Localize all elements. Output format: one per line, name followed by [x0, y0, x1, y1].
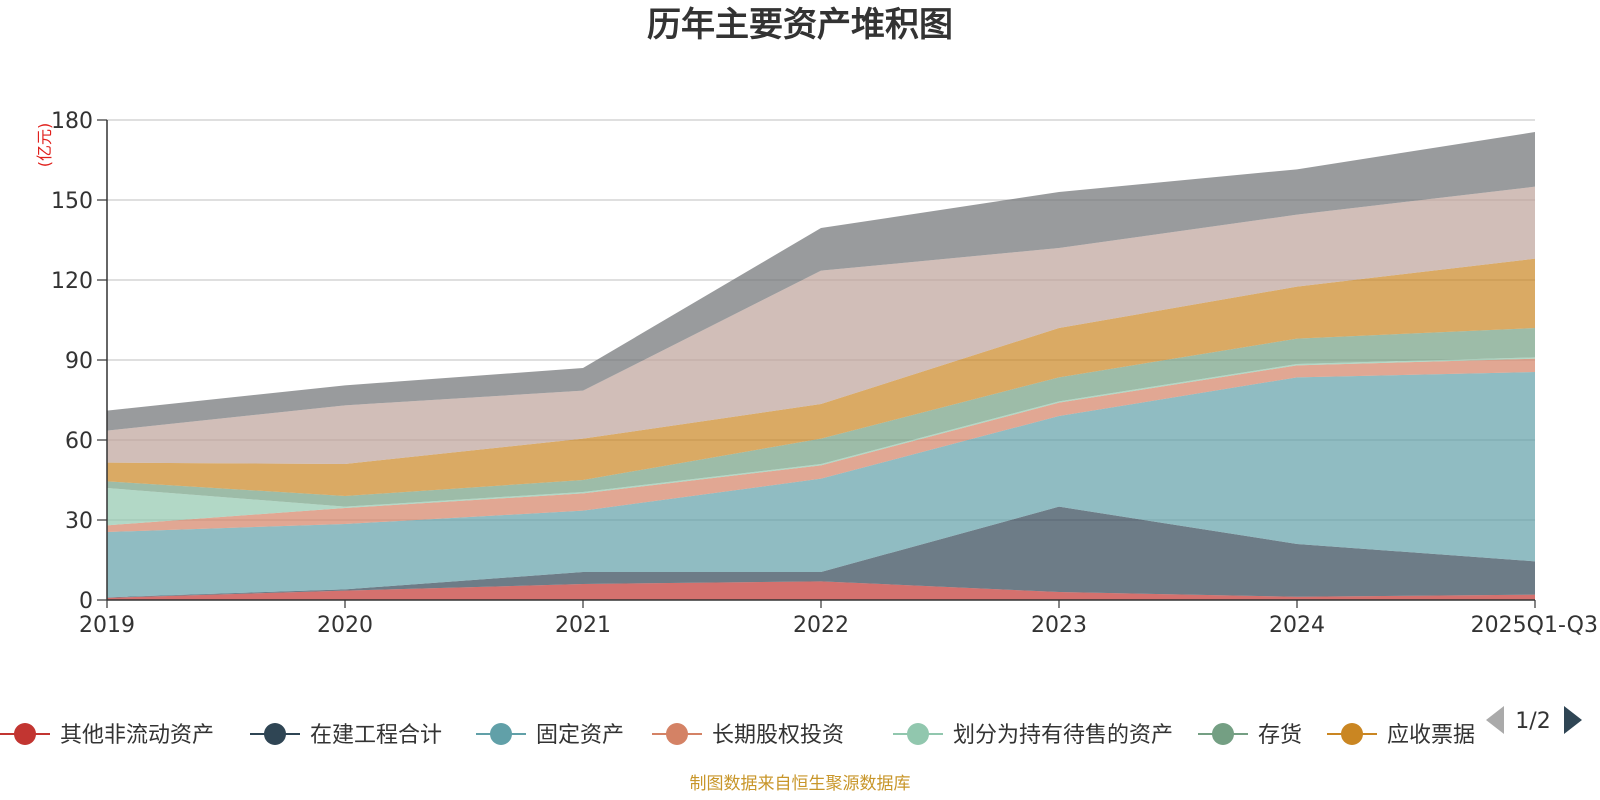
x-tick-label: 2025Q1-Q3 [1471, 613, 1598, 638]
legend-label: 应收票据 [1387, 723, 1475, 748]
legend-label: 存货 [1258, 723, 1302, 748]
legend-page-indicator: 1/2 [1515, 709, 1550, 734]
chart-title: 历年主要资产堆积图 [647, 5, 953, 45]
legend-item[interactable]: 长期股权投资 [652, 723, 844, 748]
area-series [107, 186, 1535, 464]
legend-marker [666, 723, 688, 745]
legend-next-page-icon[interactable] [1564, 706, 1582, 734]
legend-item[interactable]: 固定资产 [476, 723, 624, 748]
legend-label: 划分为持有待售的资产 [953, 723, 1173, 748]
legend-marker [1341, 723, 1363, 745]
legend-prev-page-icon[interactable] [1486, 706, 1504, 734]
legend-pager: 1/2 [1486, 706, 1582, 734]
y-tick-label: 60 [65, 429, 93, 454]
x-tick-label: 2022 [793, 613, 849, 638]
y-tick-label: 0 [79, 589, 93, 614]
area-series [107, 372, 1535, 598]
legend-marker [264, 723, 286, 745]
x-tick-label: 2020 [317, 613, 373, 638]
area-series [107, 258, 1535, 496]
legend-item[interactable]: 在建工程合计 [250, 723, 442, 748]
legend: 其他非流动资产 在建工程合计 固定资产 长期股权投资 划分为持有待售的资产 存货 应收票据 [0, 723, 1475, 748]
legend-label: 其他非流动资产 [60, 723, 214, 748]
legend-item[interactable]: 其他非流动资产 [0, 723, 214, 748]
x-tick-label: 2024 [1269, 613, 1325, 638]
legend-item[interactable]: 应收票据 [1327, 723, 1475, 748]
legend-marker [490, 723, 512, 745]
y-axis-tick-labels: 0 30 60 90 120 150 180 [51, 109, 93, 614]
legend-item[interactable]: 存货 [1198, 723, 1302, 748]
legend-label: 在建工程合计 [310, 723, 442, 748]
y-tick-label: 150 [51, 189, 93, 214]
x-tick-label: 2021 [555, 613, 611, 638]
area-series [107, 357, 1535, 526]
legend-marker [14, 723, 36, 745]
area-series [107, 581, 1535, 600]
source-note: 制图数据来自恒生聚源数据库 [690, 774, 911, 794]
legend-label: 长期股权投资 [712, 723, 844, 748]
x-tick-label: 2019 [79, 613, 135, 638]
legend-marker [1212, 723, 1234, 745]
x-tick-label: 2023 [1031, 613, 1087, 638]
axes [97, 119, 1536, 608]
area-series [107, 328, 1535, 507]
y-tick-label: 90 [65, 349, 93, 374]
area-series [107, 132, 1535, 431]
legend-item[interactable]: 划分为持有待售的资产 [893, 723, 1173, 748]
x-axis-tick-labels: 2019 2020 2021 2022 2023 2024 2025Q1-Q3 [79, 613, 1598, 638]
y-tick-label: 30 [65, 509, 93, 534]
legend-marker [907, 723, 929, 745]
area-series [107, 506, 1535, 598]
legend-label: 固定资产 [536, 723, 624, 748]
y-axis-unit-label: (亿元) [35, 123, 54, 168]
y-tick-label: 120 [51, 269, 93, 294]
y-tick-label: 180 [51, 109, 93, 134]
area-series-group [107, 132, 1535, 600]
